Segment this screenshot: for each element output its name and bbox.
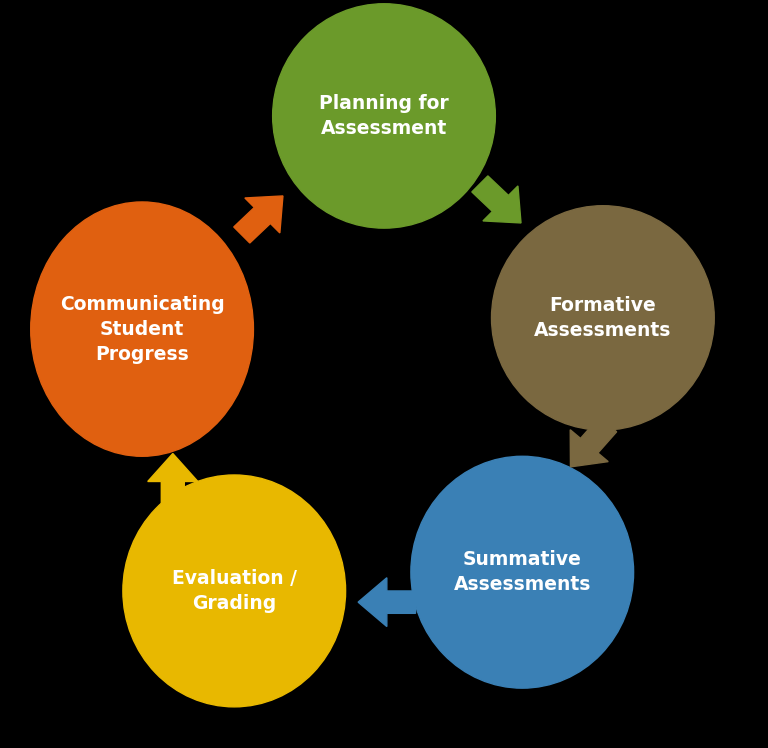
- Text: Formative
Assessments: Formative Assessments: [535, 296, 671, 340]
- Polygon shape: [147, 453, 198, 509]
- Polygon shape: [472, 176, 521, 223]
- Ellipse shape: [411, 456, 634, 688]
- Text: Evaluation /
Grading: Evaluation / Grading: [172, 569, 296, 613]
- Polygon shape: [358, 577, 415, 627]
- Ellipse shape: [31, 202, 253, 456]
- Text: Communicating
Student
Progress: Communicating Student Progress: [60, 295, 224, 364]
- Text: Summative
Assessments: Summative Assessments: [454, 551, 591, 594]
- Text: Planning for
Assessment: Planning for Assessment: [319, 94, 449, 138]
- Ellipse shape: [123, 475, 346, 707]
- Ellipse shape: [273, 4, 495, 228]
- Polygon shape: [233, 196, 283, 243]
- Ellipse shape: [492, 206, 714, 430]
- Polygon shape: [570, 417, 617, 467]
